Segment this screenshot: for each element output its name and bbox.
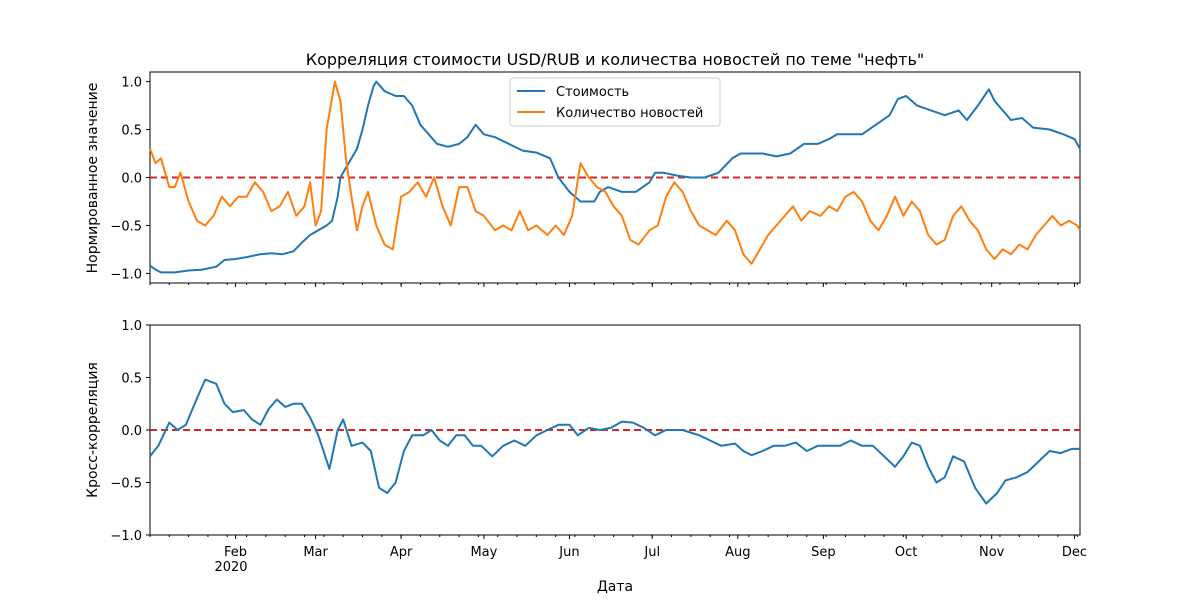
bottom-series-lines (149, 378, 1080, 505)
top-panel: −1.0 −0.5 0.0 0.5 1.0 Нормированное значение… (85, 71, 1081, 287)
bottom-y-tick-label: −1.0 (110, 529, 142, 544)
top-y-tick-label: 1.0 (121, 76, 142, 91)
bottom-x-ticks: Feb Mar Apr May Jun Jul Aug Sep Oct Nov Dec (149, 535, 1087, 560)
x-tick-label: Nov (979, 545, 1005, 560)
top-y-tick-label: −0.5 (110, 219, 142, 234)
bottom-y-tick-label: 0.0 (121, 424, 142, 439)
x-axis-label: Дата (597, 579, 633, 595)
x-tick-label: Sep (811, 545, 836, 560)
legend-label-cost: Стоимость (556, 85, 629, 100)
chart-title: Корреляция стоимости USD/RUB и количеств… (306, 50, 925, 69)
top-y-axis-label: Нормированное значение (85, 83, 101, 274)
x-tick-label: Mar (303, 545, 328, 560)
bottom-panel: −1.0 −0.5 0.0 0.5 1.0 Feb Mar Apr May Jun Jul Aug S… (85, 319, 1087, 595)
x-tick-label: Jun (558, 545, 579, 560)
bottom-y-ticks: −1.0 −0.5 0.0 0.5 1.0 (110, 319, 150, 544)
top-y-tick-label: −1.0 (110, 267, 142, 282)
top-y-tick-label: 0.0 (121, 172, 142, 187)
x-tick-label: Aug (725, 545, 750, 560)
bottom-y-axis-label: Кросс-корреляция (85, 362, 101, 498)
top-series-line-1 (149, 80, 1081, 265)
top-series-line-0 (149, 80, 1081, 274)
bottom-y-tick-label: −0.5 (110, 477, 142, 492)
top-y-tick-label: 0.5 (121, 124, 142, 139)
x-year-label: 2020 (214, 560, 247, 575)
legend-label-news: Количество новостей (556, 106, 703, 121)
bottom-y-tick-label: 0.5 (121, 372, 142, 387)
x-tick-label: Apr (390, 545, 413, 560)
bottom-y-tick-label: 1.0 (121, 319, 142, 334)
top-x-ticks (149, 283, 1078, 287)
legend-box (509, 77, 721, 127)
x-tick-label: Dec (1062, 545, 1087, 560)
top-series-lines (149, 80, 1081, 274)
x-tick-label: Jul (643, 545, 660, 560)
x-tick-label: Feb (224, 545, 247, 560)
bottom-series-line-0 (149, 378, 1080, 505)
x-tick-label: May (470, 545, 497, 560)
legend: Стоимость Количество новостей (509, 77, 721, 127)
x-tick-label: Oct (895, 545, 917, 560)
top-y-ticks: −1.0 −0.5 0.0 0.5 1.0 (110, 76, 150, 282)
